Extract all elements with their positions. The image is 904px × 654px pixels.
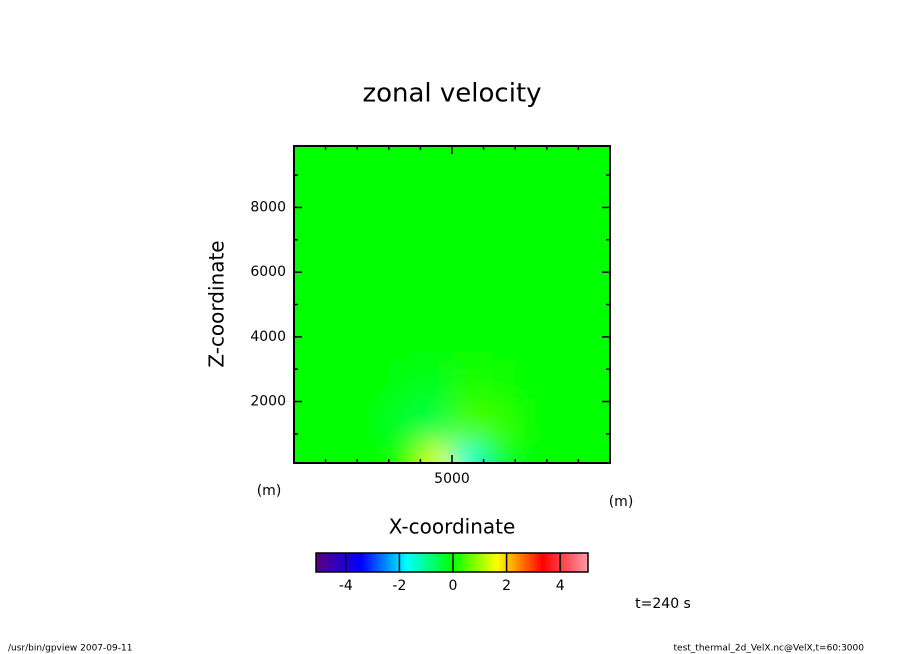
heat-cell: [325, 422, 358, 446]
heat-cell: [357, 398, 389, 423]
heat-cell: [294, 422, 326, 446]
heat-cell: [515, 146, 547, 289]
footer-right: test_thermal_2d_VelX.nc@VelX,t=60:3000: [674, 644, 865, 654]
colorbar-tick-label: -2: [392, 578, 406, 594]
heat-cell: [578, 288, 610, 362]
heat-cell: [294, 398, 326, 423]
x-unit: (m): [609, 494, 634, 510]
heat-cell: [483, 422, 516, 446]
heat-cell: [546, 422, 579, 446]
heat-cell: [420, 361, 452, 399]
heat-cell: [357, 445, 389, 463]
heat-cell: [452, 398, 484, 423]
heat-cell: [294, 361, 326, 399]
heat-cell: [546, 361, 579, 399]
heatmap: [294, 146, 610, 463]
heat-cell: [388, 445, 421, 463]
y-tick-label: 8000: [250, 199, 286, 215]
x-tick-label: 5000: [434, 471, 470, 487]
y-axis-label: Z-coordinate: [205, 240, 229, 367]
colorbar-tick-label: 4: [556, 578, 565, 594]
heat-cell: [420, 288, 452, 362]
heat-cell: [578, 445, 610, 463]
heat-cell: [294, 146, 326, 289]
heat-cell: [515, 288, 547, 362]
heat-cell: [452, 146, 484, 289]
chart-title: zonal velocity: [362, 79, 541, 109]
heat-cell: [294, 445, 326, 463]
heat-cell: [294, 288, 326, 362]
heat-cell: [452, 445, 484, 463]
y-tick-label: 6000: [250, 264, 286, 280]
heat-cell: [546, 288, 579, 362]
heat-cell: [483, 288, 516, 362]
heat-cell: [420, 146, 452, 289]
heat-cell: [578, 422, 610, 446]
heat-cell: [357, 288, 389, 362]
heat-cell: [388, 398, 421, 423]
heat-cell: [452, 288, 484, 362]
colorbar-tick-label: 0: [449, 578, 458, 594]
heat-cell: [515, 422, 547, 446]
y-tick-label: 4000: [250, 329, 286, 345]
heat-cell: [546, 146, 579, 289]
heat-cell: [546, 445, 579, 463]
heat-cell: [420, 445, 452, 463]
x-axis-label: X-coordinate: [389, 515, 516, 539]
heat-cell: [578, 361, 610, 399]
heat-cell: [357, 361, 389, 399]
heat-cell: [325, 361, 358, 399]
heat-cell: [388, 361, 421, 399]
heat-cell: [388, 288, 421, 362]
time-annotation: t=240 s: [635, 596, 691, 612]
heat-cell: [483, 398, 516, 423]
heat-cell: [452, 361, 484, 399]
heat-cell: [483, 445, 516, 463]
heat-cell: [325, 288, 358, 362]
heat-cell: [515, 398, 547, 423]
heat-cell: [325, 398, 358, 423]
heat-cell: [357, 146, 389, 289]
colorbar: [315, 552, 589, 573]
colorbar-tick-label: -4: [339, 578, 353, 594]
heat-cell: [325, 146, 358, 289]
heat-cell: [357, 422, 389, 446]
heat-cell: [452, 422, 484, 446]
heat-cell: [515, 361, 547, 399]
heat-cell: [483, 146, 516, 289]
colorbar-tick-label: 2: [502, 578, 511, 594]
y-tick-label: 2000: [250, 394, 286, 410]
footer-left: /usr/bin/gpview 2007-09-11: [8, 644, 132, 654]
heat-cell: [388, 146, 421, 289]
heat-cell: [420, 398, 452, 423]
heat-cell: [325, 445, 358, 463]
heat-cell: [483, 361, 516, 399]
heat-cell: [515, 445, 547, 463]
heat-cell: [546, 398, 579, 423]
y-unit: (m): [257, 483, 282, 499]
heat-cell: [578, 146, 610, 289]
heat-cell: [388, 422, 421, 446]
heat-cell: [420, 422, 452, 446]
heat-cell: [578, 398, 610, 423]
